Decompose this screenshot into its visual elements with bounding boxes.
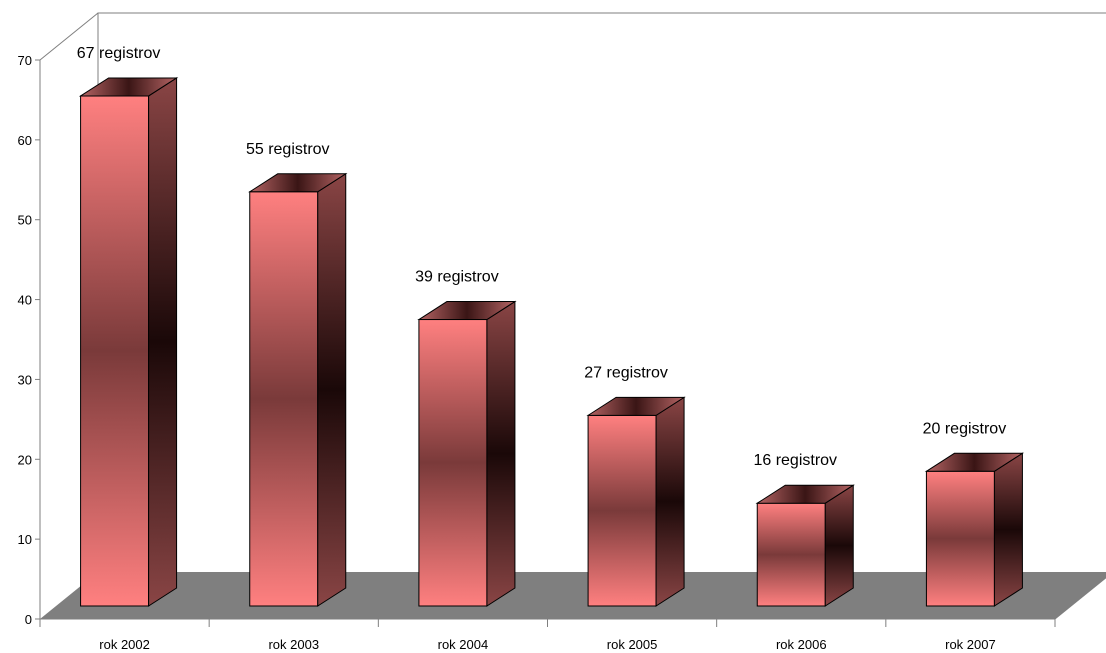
bar-front [418, 319, 488, 607]
x-tick-label: rok 2003 [268, 637, 319, 652]
bar-side [993, 452, 1023, 607]
bar-side [486, 300, 516, 607]
bar-top [78, 77, 179, 97]
bar-front [80, 95, 150, 607]
bar [78, 77, 179, 607]
bar-top [755, 484, 855, 504]
x-tick-label: rok 2004 [438, 637, 489, 652]
bar [755, 484, 855, 607]
bar-side [317, 172, 347, 607]
bar [248, 172, 348, 607]
y-tick-label: 30 [18, 372, 32, 387]
data-label: 39 registrov [415, 269, 499, 286]
bar-front [587, 414, 657, 607]
bar-top [924, 452, 1025, 472]
data-label: 55 registrov [246, 141, 330, 158]
bar-side [655, 396, 685, 607]
bar-side [824, 484, 854, 607]
x-axis: rok 2002 rok 2003 rok 2004 rok 2005 rok 2006… [39, 577, 1106, 652]
data-label: 67 registrov [77, 45, 161, 62]
bar [417, 300, 517, 607]
data-labels: 67 registrov 55 registrov 39 registrov 27 r… [77, 45, 1006, 469]
x-tick-label: rok 2007 [945, 637, 996, 652]
y-axis: 0 10 20 30 40 50 60 70 [18, 53, 41, 627]
bar-front [249, 191, 319, 607]
y-tick-label: 60 [18, 133, 32, 148]
floor-right-edge [1054, 577, 1106, 620]
data-label: 27 registrov [584, 364, 668, 381]
bar-series [78, 77, 1025, 607]
bar-top [248, 173, 348, 193]
side-wall-edge [39, 12, 99, 61]
bar-front [756, 502, 826, 607]
bar [924, 452, 1025, 607]
y-tick-label: 0 [25, 612, 32, 627]
y-tick-label: 50 [18, 213, 32, 228]
bar-top [586, 396, 686, 416]
x-tick-label: rok 2005 [607, 637, 658, 652]
bar-front [925, 470, 995, 607]
data-label: 20 registrov [923, 420, 1007, 437]
y-tick-label: 10 [18, 532, 32, 547]
bar-top [417, 301, 517, 321]
data-label: 16 registrov [753, 452, 837, 469]
y-tick-label: 20 [18, 452, 32, 467]
x-tick-label: rok 2006 [776, 637, 827, 652]
y-tick-label: 40 [18, 293, 32, 308]
bar-side [148, 77, 178, 607]
x-tick-label: rok 2002 [99, 637, 150, 652]
y-tick-label: 70 [18, 53, 32, 68]
bar [586, 396, 686, 607]
